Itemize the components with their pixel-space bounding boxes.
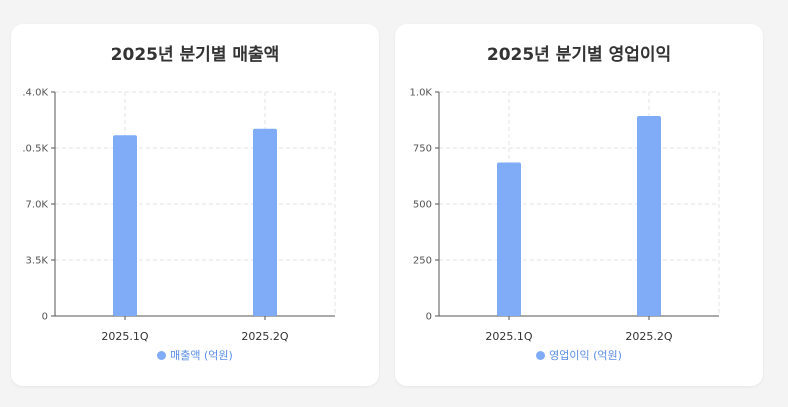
revenue-bar-chart: 0 3.5K 7.0K .0.5K .4.0K 2025.1Q 2025.2Q — [22, 88, 336, 343]
x-tick-label: 2025.1Q — [101, 330, 148, 343]
legend-label: 매출액 (억원) — [170, 349, 233, 362]
y-tick-label: 0 — [42, 312, 48, 323]
legend-swatch — [157, 351, 167, 360]
operating-profit-chart-card: 2025년 분기별 영업이익 0 250 500 750 1.0K 2025.1Q 2025… — [395, 24, 763, 386]
chart-title: 2025년 분기별 매출액 — [110, 45, 280, 65]
y-tick-label: .0.5K — [22, 144, 48, 155]
y-tick-label: .4.0K — [22, 88, 48, 99]
chart-legend[interactable]: 매출액 (억원) — [11, 347, 379, 363]
chart-legend[interactable]: 영업이익 (억원) — [395, 347, 763, 363]
revenue-chart-card: 2025년 분기별 매출액 0 3.5K 7.0K .0.5K .4.0K 2025.1Q… — [11, 24, 379, 386]
y-tick-label: 500 — [413, 200, 432, 211]
y-tick-label: 750 — [413, 144, 432, 155]
chart-title: 2025년 분기별 영업이익 — [486, 45, 672, 65]
legend-swatch — [536, 351, 546, 360]
x-tick-label: 2025.1Q — [485, 330, 532, 343]
x-tick-label: 2025.2Q — [241, 330, 288, 343]
y-tick-label: 250 — [413, 256, 432, 267]
y-tick-label: 7.0K — [26, 200, 49, 211]
y-tick-label: 1.0K — [410, 88, 433, 99]
bar-2025.1Q — [113, 135, 137, 316]
operating-profit-bar-chart: 0 250 500 750 1.0K 2025.1Q 2025.2Q — [410, 88, 720, 343]
legend-label: 영업이익 (억원) — [549, 349, 622, 362]
bar-2025.2Q — [637, 115, 661, 316]
x-tick-label: 2025.2Q — [625, 330, 672, 343]
y-tick-label: 0 — [426, 312, 432, 323]
bar-2025.1Q — [497, 162, 521, 316]
y-tick-label: 3.5K — [26, 256, 49, 267]
bar-2025.2Q — [253, 128, 277, 316]
